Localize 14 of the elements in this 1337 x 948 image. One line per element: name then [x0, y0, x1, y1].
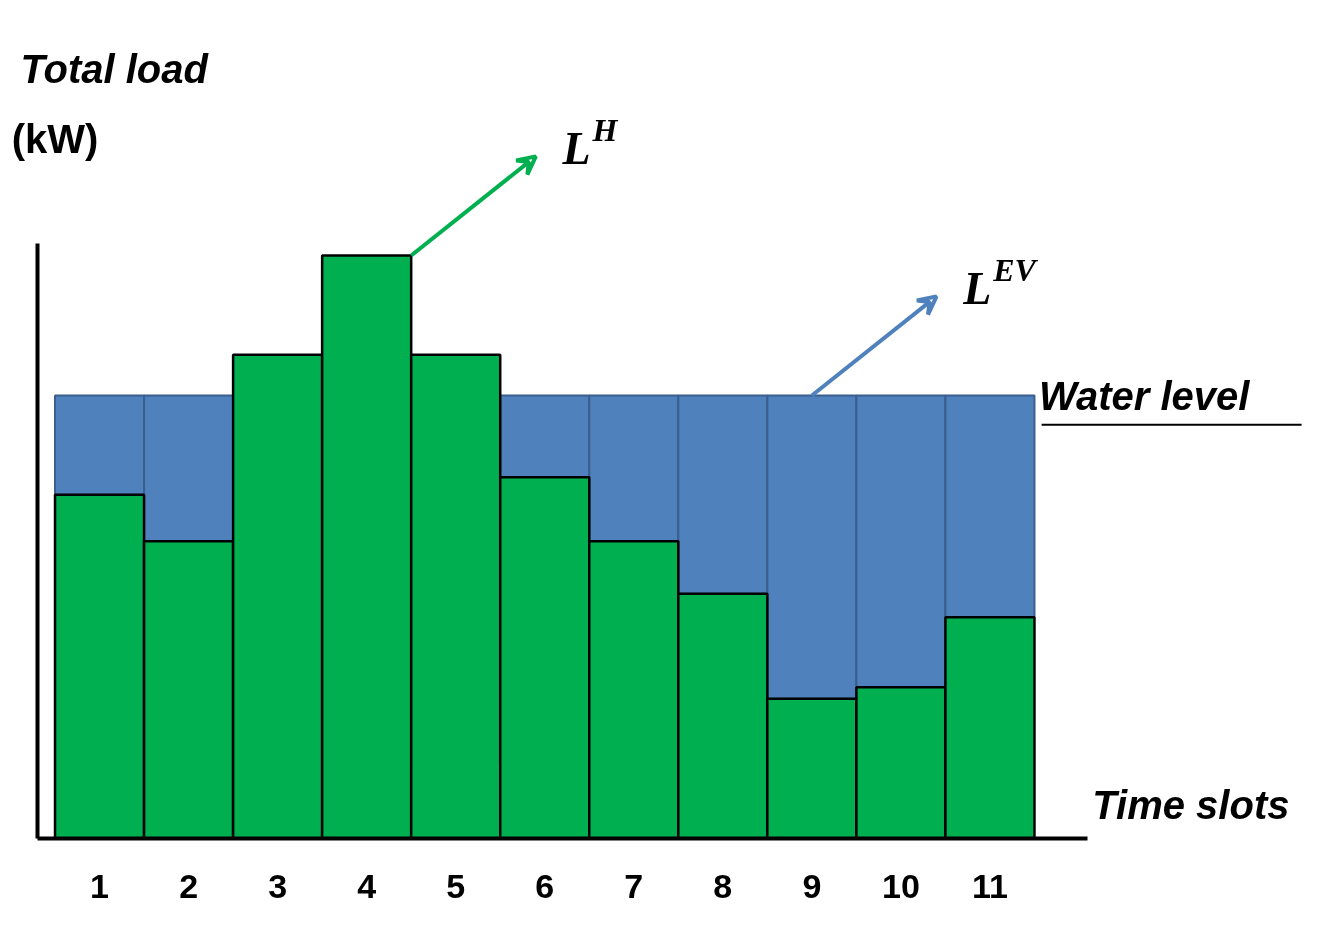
annotation: Water level — [1038, 373, 1251, 418]
x-tick-label: 7 — [624, 866, 644, 905]
x-tick-label: 5 — [446, 866, 466, 905]
x-tick-label: 10 — [882, 866, 920, 905]
x-tick-label: 11 — [971, 866, 1008, 905]
x-tick-label: 6 — [535, 866, 555, 905]
x-tick-label: 4 — [357, 866, 377, 905]
x-tick-label: 3 — [268, 866, 288, 905]
x-tick-label: 8 — [713, 866, 733, 905]
x-tick-label: 1 — [90, 866, 110, 905]
x-axis-title: Time slots — [1092, 783, 1290, 828]
x-tick-label: 2 — [179, 866, 199, 905]
y-axis-title: Total load (kW) — [11, 46, 210, 161]
x-tick-label: 9 — [802, 866, 822, 905]
